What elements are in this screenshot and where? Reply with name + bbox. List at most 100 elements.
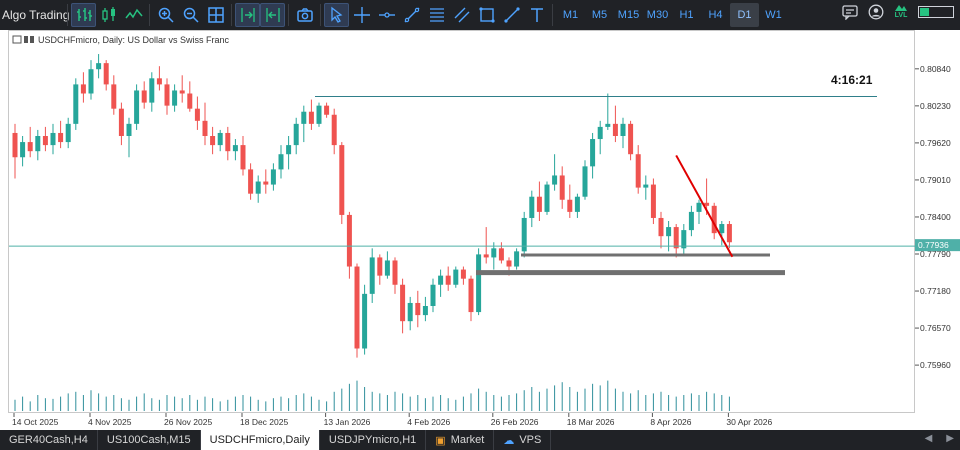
candle-body (460, 269, 466, 279)
tab-market[interactable]: ▣ Market (426, 430, 495, 450)
candle (255, 175, 261, 203)
chart-shift-icon (265, 8, 280, 22)
shapes-button[interactable] (474, 3, 499, 27)
timeframe-w1[interactable]: W1 (765, 9, 782, 21)
crosshair-icon (353, 7, 370, 23)
level-badge[interactable]: LVL (894, 3, 908, 20)
candles-button[interactable] (96, 3, 121, 27)
candle-body (605, 123, 611, 127)
candle-body (483, 254, 489, 258)
scroll-left-icon[interactable]: ◀ (924, 433, 933, 444)
time-tick-label: 4 Feb 2026 (407, 417, 450, 427)
chart-canvas[interactable]: USDCHFmicro, Daily: US Dollar vs Swiss F… (9, 31, 916, 414)
bar-chart-button[interactable] (71, 3, 96, 27)
zoom-in-button[interactable] (153, 3, 178, 27)
candle (590, 132, 596, 179)
candle (339, 142, 345, 225)
zoom-out-button[interactable] (178, 3, 203, 27)
tab-label: GER40Cash,H4 (9, 434, 88, 446)
candle (650, 178, 656, 225)
time-axis[interactable]: 14 Oct 2025 4 Nov 2025 26 Nov 2025 18 Dec 2… (0, 413, 960, 430)
tile-windows-button[interactable] (203, 3, 228, 27)
drawn-objects (9, 96, 916, 276)
candle-body (552, 175, 558, 185)
auto-scroll-button[interactable] (235, 3, 260, 27)
screenshot-button[interactable] (292, 3, 317, 27)
candle-body (422, 306, 428, 316)
auto-scroll-icon (240, 8, 255, 22)
time-tick-label: 14 Oct 2025 (12, 417, 59, 427)
candle-body (567, 199, 573, 212)
candle-body (270, 169, 276, 185)
horizontal-line-button[interactable] (374, 3, 399, 27)
tab-usdchfmicro-daily[interactable]: USDCHFmicro,Daily (200, 430, 320, 450)
timeframe-d1[interactable]: D1 (730, 3, 759, 27)
candle (301, 105, 307, 143)
profile-icon[interactable] (868, 4, 884, 20)
candle-body (658, 217, 664, 237)
timeframe-m15[interactable]: M15 (617, 9, 640, 21)
candle (179, 75, 185, 103)
candle-body (666, 227, 672, 237)
timeframe-m30[interactable]: M30 (646, 9, 669, 21)
price-axis-canvas: 0.80840 0.80230 0.79620 0.79010 0.78400 0.777… (915, 64, 960, 370)
tab-us100cash-m15[interactable]: US100Cash,M15 (98, 430, 201, 450)
tab-ger40cash-h4[interactable]: GER40Cash,H4 (0, 430, 98, 450)
chart-left-gutter (0, 30, 8, 413)
candle (248, 163, 254, 200)
screenshot-icon (296, 8, 313, 22)
channel-button[interactable] (449, 3, 474, 27)
candle (582, 160, 588, 200)
candle (392, 257, 398, 294)
candle (42, 126, 48, 152)
candle-body (506, 260, 512, 267)
chart-shift-button[interactable] (260, 3, 285, 27)
candle-body (407, 302, 413, 322)
candle (605, 93, 611, 130)
candle-body (202, 120, 208, 136)
candle (96, 54, 102, 79)
scroll-right-icon[interactable]: ▶ (946, 433, 954, 444)
candle (73, 78, 79, 130)
candle-body (559, 175, 565, 200)
level-icon (895, 5, 907, 11)
bag-icon: ▣ (435, 434, 446, 447)
timeframe-m5[interactable]: M5 (591, 9, 608, 21)
candle (688, 205, 694, 237)
candle (240, 136, 246, 176)
line-chart-button[interactable] (121, 3, 146, 27)
tab-usdjpymicro-h1[interactable]: USDJPYmicro,H1 (320, 430, 427, 450)
horizontal-line-icon (378, 12, 395, 18)
trendline-button[interactable] (399, 3, 424, 27)
timeframe-h4[interactable]: H4 (708, 9, 723, 21)
cursor-button[interactable] (324, 3, 349, 27)
candle (111, 75, 117, 115)
candle (194, 96, 200, 130)
candle-body (263, 181, 269, 185)
text-tool-button[interactable] (524, 3, 549, 27)
timeframe-h1[interactable]: H1 (679, 9, 694, 21)
toolbar-divider (149, 4, 150, 26)
timeframe-m1[interactable]: M1 (562, 9, 579, 21)
chart-area[interactable]: USDCHFmicro, Daily: US Dollar vs Swiss F… (8, 30, 916, 414)
candle-body (726, 224, 732, 243)
time-tick-label: 18 Dec 2025 (240, 417, 288, 427)
comments-icon[interactable] (842, 4, 858, 20)
candle-body (354, 266, 360, 349)
crosshair-button[interactable] (349, 3, 374, 27)
symbol-box-icon (30, 36, 34, 43)
arrow-tool-button[interactable] (499, 3, 524, 27)
candle-body (73, 84, 79, 124)
candle (620, 117, 626, 149)
candle (438, 269, 444, 297)
candle-body (696, 202, 702, 212)
candle-body (711, 205, 717, 234)
candle (696, 199, 702, 225)
candle (80, 72, 86, 103)
candle (567, 184, 573, 218)
tab-vps[interactable]: ☁ VPS (494, 430, 552, 450)
candle (597, 120, 603, 155)
price-axis[interactable]: 0.80840 0.80230 0.79620 0.79010 0.78400 0.777… (915, 30, 960, 413)
candle-body (628, 123, 634, 155)
fibonacci-button[interactable] (424, 3, 449, 27)
